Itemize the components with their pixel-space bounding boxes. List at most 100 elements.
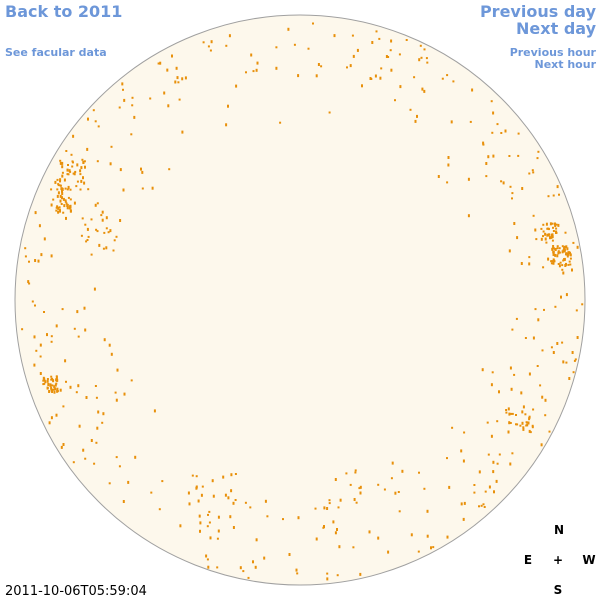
facula	[79, 173, 82, 176]
facula	[566, 247, 569, 251]
facula	[490, 434, 493, 438]
facula	[217, 515, 220, 519]
facula	[423, 89, 426, 93]
facula	[391, 461, 394, 465]
facula	[101, 210, 104, 214]
facula	[62, 197, 65, 201]
facula	[69, 188, 72, 191]
facula	[171, 54, 173, 58]
facula	[54, 180, 57, 184]
facula	[545, 222, 548, 226]
facula	[56, 388, 59, 391]
facula	[447, 156, 450, 159]
facula	[460, 449, 463, 453]
facula	[519, 424, 522, 427]
facula	[116, 368, 119, 372]
facula	[409, 108, 412, 111]
facula	[229, 515, 232, 519]
facula	[510, 412, 513, 415]
facula	[61, 171, 64, 174]
facula	[263, 556, 266, 560]
facula	[207, 45, 210, 48]
facular-link[interactable]: See facular data	[5, 46, 107, 59]
facula	[50, 340, 53, 343]
facula	[569, 263, 572, 266]
facula	[561, 341, 564, 344]
facula	[544, 232, 547, 236]
facula	[493, 490, 495, 494]
faculae	[21, 22, 584, 581]
compass-south: S	[554, 583, 563, 597]
facula	[555, 231, 557, 234]
facula	[242, 570, 245, 573]
previous-day-link[interactable]: Previous day	[480, 2, 597, 21]
facula	[541, 395, 544, 399]
facula	[522, 427, 525, 431]
facula	[516, 236, 519, 240]
facula	[528, 262, 531, 266]
facula	[532, 171, 535, 174]
facula	[95, 228, 98, 231]
facula	[51, 378, 54, 381]
facula	[554, 222, 556, 226]
facula	[565, 293, 568, 297]
facula	[562, 360, 565, 364]
facula	[59, 159, 62, 162]
facula	[419, 44, 422, 47]
facula	[101, 421, 104, 424]
previous-hour-link[interactable]: Previous hour	[510, 46, 597, 59]
facula	[234, 499, 237, 501]
facula	[496, 123, 499, 126]
next-hour-link[interactable]: Next hour	[535, 58, 597, 71]
facula	[473, 491, 476, 494]
facula	[199, 529, 201, 533]
back-link[interactable]: Back to 2011	[5, 2, 122, 21]
facula	[565, 262, 567, 265]
facula	[315, 74, 318, 78]
facula	[118, 106, 121, 109]
facula	[232, 526, 235, 529]
facula	[82, 448, 85, 452]
facula	[511, 412, 514, 415]
facula	[550, 346, 553, 349]
facula	[57, 184, 60, 187]
facula	[426, 509, 429, 513]
facula	[174, 80, 177, 84]
facula	[295, 568, 298, 572]
facula	[581, 303, 584, 306]
facula	[320, 65, 323, 68]
facula	[437, 175, 440, 178]
facula	[63, 204, 66, 208]
facula	[195, 485, 198, 489]
facula	[34, 211, 37, 215]
facula	[56, 389, 59, 393]
facula	[552, 245, 555, 248]
facula	[24, 255, 27, 258]
facula	[398, 53, 401, 56]
facula	[40, 253, 43, 257]
facula	[59, 178, 62, 182]
facula	[401, 469, 404, 473]
facula	[61, 174, 64, 178]
facula	[535, 238, 538, 241]
facula	[484, 490, 487, 493]
facula	[114, 391, 117, 394]
facula	[244, 501, 247, 504]
facula	[275, 66, 278, 70]
facula	[333, 34, 336, 38]
facula	[70, 153, 73, 156]
facula	[72, 461, 75, 464]
facula	[496, 420, 499, 423]
facula	[571, 268, 573, 272]
facula	[397, 491, 400, 493]
facula	[96, 230, 99, 233]
facula	[217, 529, 220, 533]
facula	[141, 187, 144, 190]
facula	[107, 231, 110, 234]
next-day-link[interactable]: Next day	[516, 19, 597, 38]
facula	[532, 214, 535, 217]
facula	[352, 546, 355, 549]
facula	[564, 264, 567, 267]
facula	[540, 237, 543, 241]
facula	[96, 202, 99, 205]
